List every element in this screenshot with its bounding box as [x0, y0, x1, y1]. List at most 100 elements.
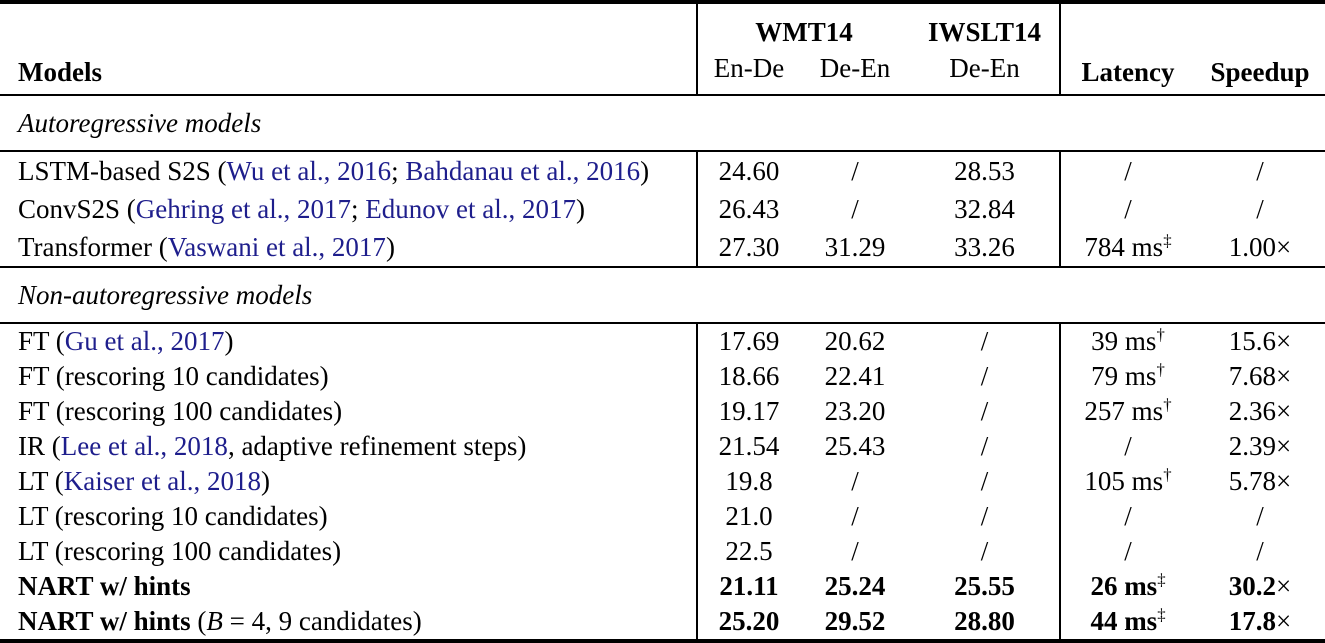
cell-speedup: / — [1256, 193, 1264, 224]
model-name-cell: LT (rescoring 10 candidates) — [0, 499, 698, 534]
header-row-groups: Models WMT14 IWSLT14 Latency Speedup — [0, 2, 1325, 96]
column-header-models: Models — [0, 2, 698, 96]
citation-link[interactable]: Vaswani et al., 2017 — [167, 231, 386, 262]
cell-speedup: / — [1256, 155, 1264, 186]
cell-iwslt14-de-en: / — [910, 464, 1061, 499]
cell-wmt14-de-en: / — [851, 155, 859, 186]
model-name-cell: NART w/ hints (B = 4, 9 candidates) — [0, 604, 698, 641]
footnote-marker: ‡ — [1163, 230, 1172, 250]
citation-link[interactable]: Lee et al., 2018 — [60, 431, 228, 461]
cell-iwslt14-de-en: 33.26 — [910, 228, 1061, 267]
cell-wmt14-de-en: / — [851, 466, 859, 496]
model-name: ) — [260, 466, 270, 496]
cell-wmt14-en-de: 22.5 — [725, 536, 773, 566]
cell-wmt14-de-en: 25.24 — [824, 571, 886, 601]
table-row: LT (Kaiser et al., 2018) 19.8 / / 105 ms… — [0, 464, 1325, 499]
cell-wmt14-en-de: 21.11 — [719, 571, 779, 601]
table-row: LSTM-based S2S (Wu et al., 2016; Bahdana… — [0, 151, 1325, 190]
cell-latency: 105 ms† — [1084, 465, 1172, 496]
model-name: ConvS2S ( — [18, 193, 136, 224]
cell-iwslt14-de-en: / — [910, 323, 1061, 359]
table-row: FT (Gu et al., 2017) 17.69 20.62 / 39 ms… — [0, 323, 1325, 359]
cell-latency: 79 ms† — [1091, 360, 1165, 391]
cell-latency: / — [1124, 155, 1132, 186]
header-row-subcolumns: En-De De-En De-En — [0, 48, 1325, 96]
cell-wmt14-de-en: 23.20 — [824, 396, 886, 426]
times-sign: × — [1276, 396, 1292, 426]
cell-iwslt14-de-en: / — [910, 359, 1061, 394]
cell-latency: / — [1124, 431, 1132, 461]
model-name: LSTM-based S2S ( — [18, 155, 227, 186]
footnote-marker: ‡ — [1157, 605, 1166, 624]
model-name: ) — [385, 231, 395, 262]
cell-wmt14-en-de: 25.20 — [718, 606, 780, 636]
cell-speedup: 7.68× — [1228, 361, 1292, 391]
cell-speedup: 1.00× — [1228, 231, 1292, 262]
model-name: ) — [224, 326, 234, 356]
table-row: FT (rescoring 10 candidates) 18.66 22.41… — [0, 359, 1325, 394]
citation-link[interactable]: Gehring et al., 2017 — [135, 193, 351, 224]
model-name: FT (rescoring 100 candidates) — [18, 396, 343, 426]
cell-speedup: 17.8× — [1228, 606, 1292, 636]
footnote-marker: † — [1163, 395, 1172, 414]
cell-iwslt14-de-en: 28.53 — [910, 151, 1061, 190]
model-name: Transformer ( — [18, 231, 168, 262]
model-name-cell: IR (Lee et al., 2018, adaptive refinemen… — [0, 429, 698, 464]
column-group-wmt14: WMT14 — [755, 17, 853, 47]
section-title: Autoregressive models — [0, 94, 1325, 152]
citation-link[interactable]: Wu et al., 2016 — [226, 155, 392, 186]
times-sign: × — [1276, 361, 1292, 391]
cell-latency: 784 ms‡ — [1084, 230, 1172, 262]
cell-iwslt14-de-en: 32.84 — [910, 190, 1061, 228]
model-name: , adaptive refinement steps) — [227, 431, 527, 461]
model-name: = 4, 9 candidates) — [222, 606, 422, 636]
table-row: LT (rescoring 10 candidates) 21.0 / / / … — [0, 499, 1325, 534]
section-autoregressive: Autoregressive models — [0, 94, 1325, 152]
cell-wmt14-de-en: 25.43 — [824, 431, 886, 461]
model-name-cell: FT (rescoring 10 candidates) — [0, 359, 698, 394]
times-sign: × — [1276, 571, 1292, 601]
model-name: ( — [190, 606, 207, 636]
non-autoregressive-rows: FT (Gu et al., 2017) 17.69 20.62 / 39 ms… — [0, 323, 1325, 641]
table-row: IR (Lee et al., 2018, adaptive refinemen… — [0, 429, 1325, 464]
cell-speedup: / — [1256, 501, 1264, 531]
math-variable: B — [206, 606, 223, 636]
model-name-cell: ConvS2S (Gehring et al., 2017; Edunov et… — [0, 190, 698, 228]
citation-link[interactable]: Gu et al., 2017 — [64, 326, 225, 356]
cell-iwslt14-de-en: 28.80 — [910, 604, 1061, 641]
citation-link[interactable]: Kaiser et al., 2018 — [63, 466, 261, 496]
model-name-cell: Transformer (Vaswani et al., 2017) — [0, 228, 698, 267]
cell-latency: 39 ms† — [1091, 325, 1165, 356]
cell-wmt14-de-en: / — [851, 501, 859, 531]
cell-wmt14-en-de: 27.30 — [718, 231, 780, 262]
table-row-nart-hints-beam: NART w/ hints (B = 4, 9 candidates) 25.2… — [0, 604, 1325, 641]
cell-wmt14-en-de: 21.54 — [718, 431, 780, 461]
cell-wmt14-en-de: 19.17 — [718, 396, 780, 426]
cell-latency: 26 ms‡ — [1090, 570, 1166, 601]
cell-wmt14-en-de: 17.69 — [718, 326, 780, 356]
cell-wmt14-en-de: 26.43 — [718, 193, 780, 224]
citation-link[interactable]: Edunov et al., 2017 — [365, 193, 576, 224]
cell-speedup: 30.2× — [1228, 571, 1292, 601]
table-row: FT (rescoring 100 candidates) 19.17 23.2… — [0, 394, 1325, 429]
cell-iwslt14-de-en: / — [910, 499, 1061, 534]
model-name-cell: NART w/ hints — [0, 569, 698, 604]
cell-wmt14-en-de: 21.0 — [725, 501, 773, 531]
citation-link[interactable]: Bahdanau et al., 2016 — [405, 155, 641, 186]
table-row: ConvS2S (Gehring et al., 2017; Edunov et… — [0, 190, 1325, 228]
section-title: Non-autoregressive models — [0, 266, 1325, 324]
model-name: LT (rescoring 10 candidates) — [18, 501, 328, 531]
column-header-wmt-de-en: De-En — [800, 48, 910, 96]
column-header-iwslt-de-en: De-En — [910, 48, 1061, 96]
model-name: NART w/ hints — [18, 606, 191, 636]
footnote-marker: † — [1156, 360, 1165, 379]
model-name: IR ( — [18, 431, 61, 461]
model-name-cell: FT (Gu et al., 2017) — [0, 323, 698, 359]
model-name: ) — [640, 155, 650, 186]
cell-latency: / — [1124, 501, 1132, 531]
column-header-speedup: Speedup — [1195, 2, 1325, 96]
model-name: ) — [575, 193, 585, 224]
cell-speedup: 15.6× — [1228, 326, 1292, 356]
cell-iwslt14-de-en: 25.55 — [910, 569, 1061, 604]
